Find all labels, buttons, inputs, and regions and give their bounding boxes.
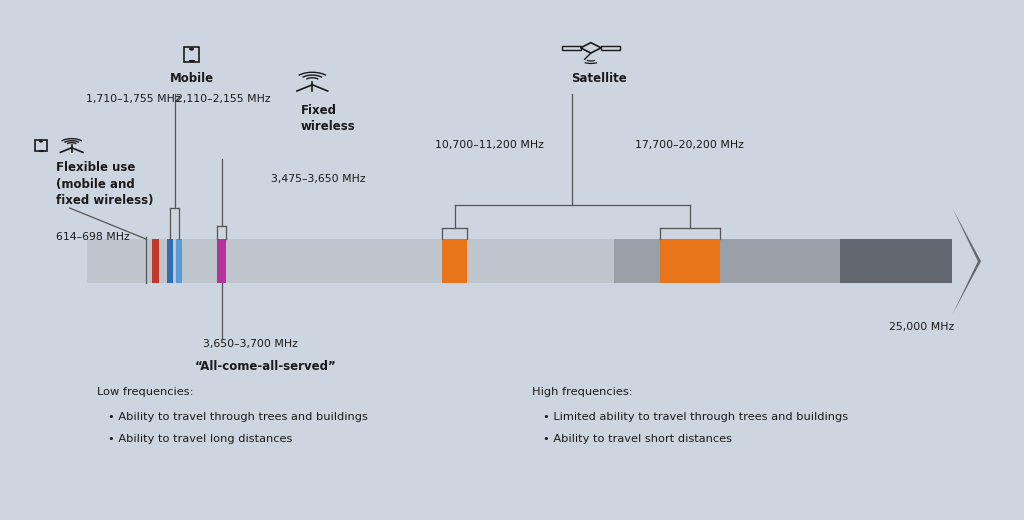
Bar — [562, 46, 581, 50]
Text: 25,000 MHz: 25,000 MHz — [889, 322, 954, 332]
Bar — [840, 239, 952, 283]
Text: “All-come-all-served”: “All-come-all-served” — [195, 360, 336, 373]
Text: 3,650–3,700 MHz: 3,650–3,700 MHz — [203, 339, 298, 349]
Text: 10,700–11,200 MHz: 10,700–11,200 MHz — [435, 140, 544, 150]
Bar — [442, 239, 467, 283]
Bar — [87, 239, 614, 283]
Text: Flexible use
(mobile and
fixed wireless): Flexible use (mobile and fixed wireless) — [56, 161, 154, 207]
Text: 1,710–1,755 MHz: 1,710–1,755 MHz — [86, 94, 180, 103]
Text: Mobile: Mobile — [169, 72, 214, 85]
Text: 2,110–2,155 MHz: 2,110–2,155 MHz — [176, 94, 270, 103]
Text: • Limited ability to travel through trees and buildings: • Limited ability to travel through tree… — [543, 412, 848, 422]
Text: Satellite: Satellite — [571, 72, 627, 85]
Bar — [167, 239, 173, 283]
Text: 614–698 MHz: 614–698 MHz — [56, 232, 130, 242]
Text: • Ability to travel through trees and buildings: • Ability to travel through trees and bu… — [108, 412, 368, 422]
Text: 3,475–3,650 MHz: 3,475–3,650 MHz — [271, 174, 366, 184]
Bar — [183, 47, 200, 62]
Circle shape — [40, 140, 42, 142]
Bar — [176, 239, 182, 283]
Bar — [217, 239, 226, 283]
Text: • Ability to travel short distances: • Ability to travel short distances — [543, 434, 732, 444]
Bar — [614, 239, 840, 283]
Bar — [35, 140, 47, 151]
Text: • Ability to travel long distances: • Ability to travel long distances — [108, 434, 292, 444]
Bar — [660, 239, 720, 283]
Polygon shape — [952, 208, 981, 315]
Bar — [601, 46, 620, 50]
Bar — [39, 150, 43, 151]
Text: High frequencies:: High frequencies: — [532, 387, 633, 397]
Bar — [152, 239, 159, 283]
Text: 17,700–20,200 MHz: 17,700–20,200 MHz — [635, 140, 743, 150]
Bar — [189, 60, 194, 61]
Text: Low frequencies:: Low frequencies: — [97, 387, 194, 397]
Circle shape — [189, 48, 194, 50]
Text: Fixed
wireless: Fixed wireless — [301, 104, 355, 133]
